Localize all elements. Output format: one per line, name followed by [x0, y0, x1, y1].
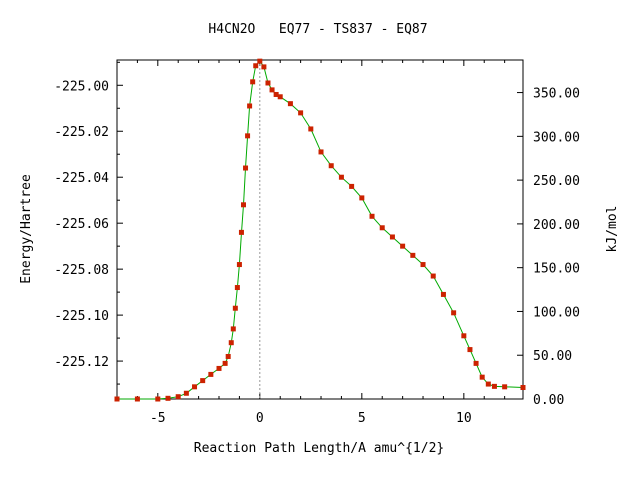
- data-point: [208, 371, 214, 377]
- data-point: [257, 58, 263, 64]
- data-point: [247, 103, 253, 109]
- data-point: [175, 394, 181, 400]
- data-point: [420, 262, 426, 268]
- data-point: [265, 80, 271, 86]
- y2-tick-label: 200.00: [533, 218, 580, 233]
- y-axis-label: Energy/Hartree: [19, 174, 34, 284]
- y-tick-label: -225.00: [54, 79, 109, 94]
- data-point: [250, 79, 256, 85]
- x-axis-label: Reaction Path Length/A amu^{1/2}: [194, 441, 444, 456]
- axis-ticks: [116, 60, 523, 400]
- data-point: [273, 91, 279, 97]
- y-tick-label: -225.10: [54, 309, 109, 324]
- data-point: [238, 229, 244, 235]
- data-point: [287, 101, 293, 107]
- data-point: [349, 183, 355, 189]
- x-tick-label: -5: [150, 411, 166, 426]
- data-point: [165, 395, 171, 401]
- data-point: [473, 360, 479, 366]
- data-point: [430, 273, 436, 279]
- y-tick-label: -225.02: [54, 125, 109, 140]
- energy-curve-line: [117, 60, 524, 400]
- y-tick-labels: -225.00 -225.02 -225.04 -225.06 -225.08 -225.…: [54, 79, 109, 370]
- data-point: [491, 383, 497, 389]
- energy-curve-points: [114, 58, 526, 402]
- data-point: [440, 291, 446, 297]
- y2-tick-labels: 0.00 50.00 100.00 150.00 200.00 250.00 300.00 3…: [533, 87, 580, 408]
- x-tick-label: 10: [456, 411, 472, 426]
- x-tick-labels: -5 0 5 10: [150, 411, 472, 426]
- data-point: [240, 202, 246, 208]
- y2-tick-label: 50.00: [533, 349, 572, 364]
- data-point: [216, 365, 222, 371]
- data-point: [369, 213, 375, 219]
- x-tick-label: 0: [256, 411, 264, 426]
- data-point: [318, 149, 324, 155]
- y2-tick-label: 300.00: [533, 130, 580, 145]
- y2-tick-label: 0.00: [533, 393, 564, 408]
- data-point: [502, 384, 508, 390]
- data-point: [400, 243, 406, 249]
- data-point: [461, 333, 467, 339]
- data-point: [155, 396, 161, 402]
- data-point: [520, 385, 526, 391]
- data-point: [243, 165, 249, 171]
- y2-tick-label: 350.00: [533, 87, 580, 102]
- data-point: [479, 374, 485, 380]
- data-point: [236, 262, 242, 268]
- data-point: [485, 381, 491, 387]
- chart-title: H4CN2O EQ77 - TS837 - EQ87: [208, 22, 427, 37]
- data-point: [359, 195, 365, 201]
- data-point: [183, 390, 189, 396]
- y2-axis-label: kJ/mol: [605, 206, 620, 253]
- y2-tick-label: 100.00: [533, 305, 580, 320]
- data-point: [230, 326, 236, 332]
- y2-tick-label: 150.00: [533, 262, 580, 277]
- data-point: [192, 384, 198, 390]
- y-tick-label: -225.08: [54, 263, 109, 278]
- data-point: [232, 305, 238, 311]
- data-point: [379, 225, 385, 231]
- data-point: [253, 63, 259, 69]
- y-tick-label: -225.06: [54, 217, 109, 232]
- data-point: [298, 110, 304, 116]
- x-tick-label: 5: [358, 411, 366, 426]
- data-point: [225, 353, 231, 359]
- data-point: [277, 94, 283, 100]
- data-point: [261, 64, 267, 70]
- data-point: [228, 340, 234, 346]
- data-point: [245, 133, 251, 139]
- data-point: [114, 396, 120, 402]
- data-point: [269, 87, 275, 93]
- y2-tick-label: 250.00: [533, 174, 580, 189]
- plot-frame: [116, 59, 524, 400]
- data-point: [200, 378, 206, 384]
- data-point: [410, 252, 416, 258]
- y-tick-label: -225.04: [54, 171, 109, 186]
- data-point: [389, 234, 395, 240]
- data-point: [328, 163, 334, 169]
- y-tick-label: -225.12: [54, 355, 109, 370]
- data-point: [134, 396, 140, 402]
- data-point: [222, 360, 228, 366]
- data-point: [467, 347, 473, 353]
- data-point: [234, 285, 240, 291]
- data-point: [451, 310, 457, 316]
- data-point: [338, 174, 344, 180]
- data-point: [308, 126, 314, 132]
